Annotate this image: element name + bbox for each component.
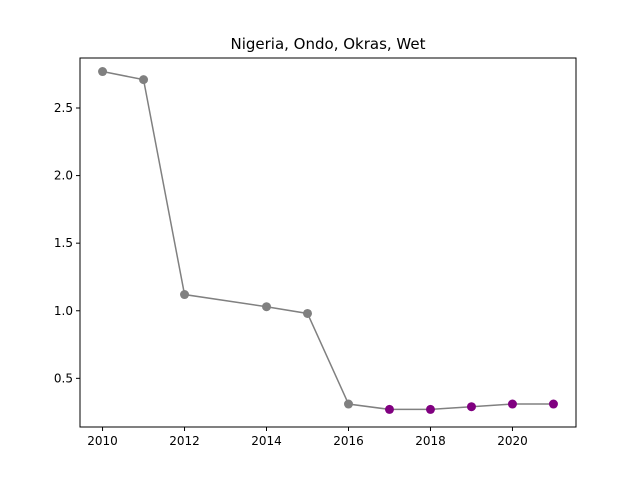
data-point — [384, 404, 394, 414]
chart-title: Nigeria, Ondo, Okras, Wet — [230, 35, 425, 53]
x-tick-label: 2016 — [333, 434, 364, 448]
y-tick-label: 0.5 — [54, 371, 73, 385]
plot-area-frame — [79, 57, 577, 428]
x-tick-label: 2010 — [87, 434, 118, 448]
series-line-group — [102, 70, 554, 411]
data-point — [262, 302, 272, 312]
y-tick-label: 2.0 — [54, 169, 73, 183]
series-points-group — [98, 67, 558, 414]
data-point — [98, 67, 108, 77]
data-point — [180, 290, 190, 300]
data-point — [548, 399, 558, 409]
series-line — [102, 70, 554, 411]
y-tick-label: 1.0 — [54, 304, 73, 318]
y-tick-label: 2.5 — [54, 101, 73, 115]
x-axis: 2010 2012 2014 2016 2018 2020 — [87, 427, 528, 448]
data-point — [303, 308, 313, 318]
data-point — [425, 404, 435, 414]
y-axis: 0.5 1.0 1.5 2.0 2.5 — [54, 101, 80, 385]
data-point — [507, 399, 517, 409]
data-point — [139, 75, 149, 85]
x-tick-label: 2020 — [497, 434, 528, 448]
y-tick-label: 1.5 — [54, 236, 73, 250]
data-point — [343, 399, 353, 409]
x-tick-label: 2018 — [415, 434, 446, 448]
x-tick-label: 2014 — [251, 434, 282, 448]
data-point — [466, 402, 476, 412]
x-tick-label: 2012 — [169, 434, 200, 448]
